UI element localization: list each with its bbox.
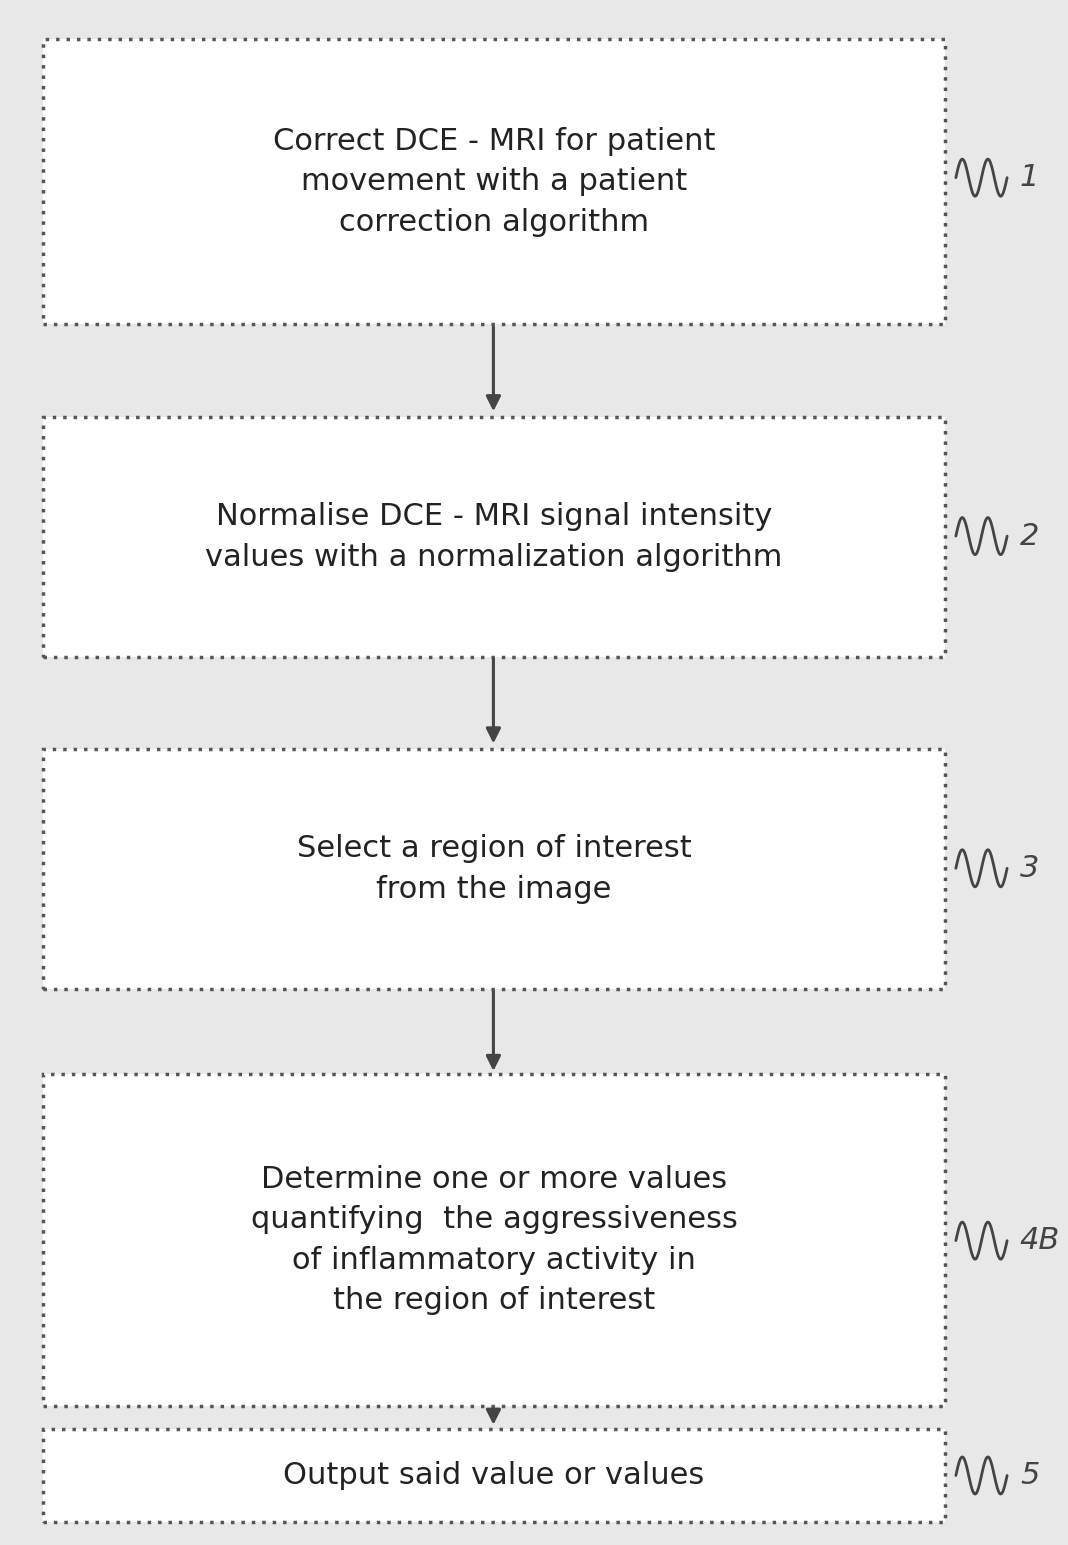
FancyBboxPatch shape <box>43 1429 945 1522</box>
Text: 3: 3 <box>1020 854 1039 882</box>
FancyBboxPatch shape <box>43 417 945 657</box>
Text: 5: 5 <box>1020 1462 1039 1489</box>
Text: Determine one or more values
quantifying  the aggressiveness
of inflammatory act: Determine one or more values quantifying… <box>251 1165 737 1315</box>
Text: 1: 1 <box>1020 164 1039 192</box>
FancyBboxPatch shape <box>43 1074 945 1406</box>
FancyBboxPatch shape <box>43 749 945 989</box>
Text: Select a region of interest
from the image: Select a region of interest from the ima… <box>297 834 691 904</box>
Text: 2: 2 <box>1020 522 1039 550</box>
Text: Normalise DCE - MRI signal intensity
values with a normalization algorithm: Normalise DCE - MRI signal intensity val… <box>205 502 783 572</box>
Text: Correct DCE - MRI for patient
movement with a patient
correction algorithm: Correct DCE - MRI for patient movement w… <box>272 127 716 236</box>
Text: Output said value or values: Output said value or values <box>283 1462 705 1489</box>
Text: 4B: 4B <box>1020 1227 1061 1255</box>
FancyBboxPatch shape <box>43 39 945 324</box>
